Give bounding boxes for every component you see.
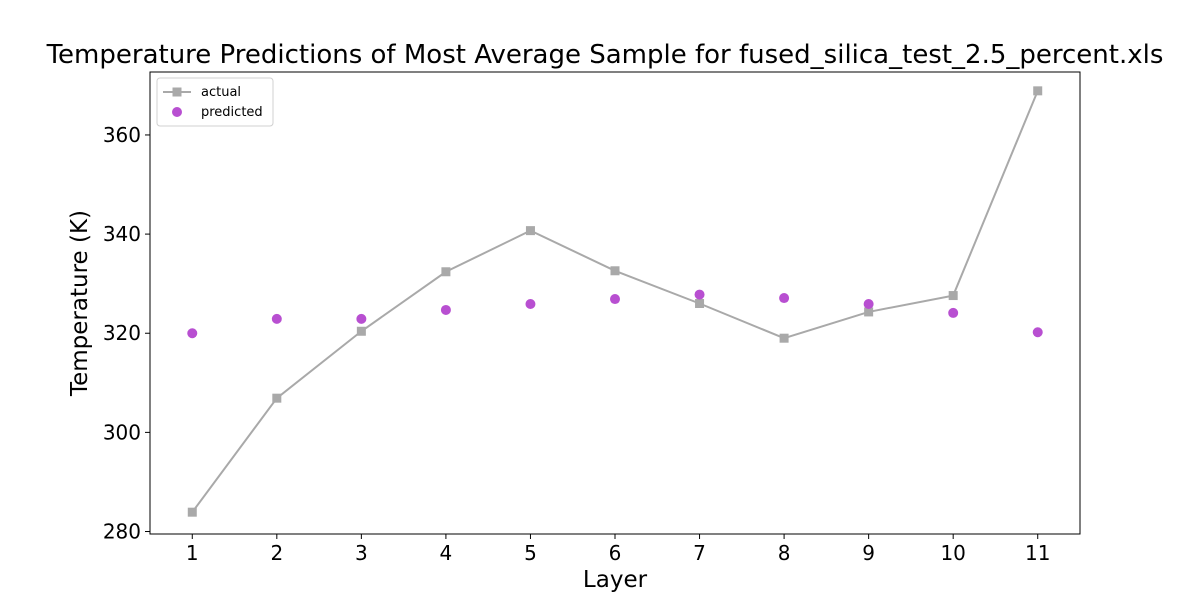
actual-point <box>1033 86 1043 96</box>
actual-point <box>948 291 958 301</box>
x-tick-label: 6 <box>609 541 622 565</box>
actual-point <box>272 393 282 403</box>
x-tick-label: 9 <box>862 541 875 565</box>
x-tick-label: 2 <box>270 541 283 565</box>
actual-point <box>187 507 197 517</box>
y-axis-label: Temperature (K) <box>67 210 93 397</box>
series-predicted <box>187 289 1043 339</box>
x-axis-ticks: 1 2 3 4 5 6 7 8 9 10 11 <box>186 534 1050 565</box>
legend-predicted-label: predicted <box>201 105 263 120</box>
x-tick-label: 11 <box>1025 541 1050 565</box>
actual-point <box>441 267 451 277</box>
predicted-point <box>440 304 451 315</box>
predicted-point <box>779 293 790 304</box>
predicted-point <box>356 313 367 324</box>
y-tick-label: 360 <box>103 123 141 147</box>
actual-point <box>695 298 705 308</box>
predicted-point <box>271 313 282 324</box>
legend: actual predicted <box>156 77 274 127</box>
legend-predicted-marker <box>172 107 182 117</box>
x-tick-label: 5 <box>524 541 537 565</box>
predicted-point <box>863 298 874 309</box>
predicted-point <box>948 307 959 318</box>
y-axis-ticks: 280 300 320 340 360 <box>103 123 150 544</box>
legend-box <box>156 77 274 127</box>
chart-title: Temperature Predictions of Most Average … <box>46 40 1164 70</box>
predicted-point <box>610 294 620 305</box>
actual-point <box>779 333 789 343</box>
legend-actual-label: actual <box>201 85 241 100</box>
actual-point <box>610 266 620 276</box>
x-tick-label: 10 <box>940 541 965 565</box>
x-tick-label: 3 <box>355 541 368 565</box>
y-tick-label: 340 <box>103 222 141 246</box>
actual-point <box>525 226 535 236</box>
series-actual <box>187 86 1043 517</box>
x-tick-label: 8 <box>778 541 791 565</box>
y-tick-label: 280 <box>103 520 141 544</box>
actual-point <box>864 307 874 317</box>
predicted-point <box>187 328 198 339</box>
x-tick-label: 4 <box>440 541 453 565</box>
predicted-point <box>694 289 705 300</box>
y-tick-label: 320 <box>103 321 141 345</box>
predicted-point <box>525 298 536 309</box>
legend-actual-marker <box>172 87 182 97</box>
predicted-point <box>1032 327 1043 338</box>
x-tick-label: 1 <box>186 541 199 565</box>
actual-point <box>356 326 366 336</box>
x-tick-label: 7 <box>693 541 706 565</box>
x-axis-label: Layer <box>583 567 648 593</box>
y-tick-label: 300 <box>103 420 141 444</box>
